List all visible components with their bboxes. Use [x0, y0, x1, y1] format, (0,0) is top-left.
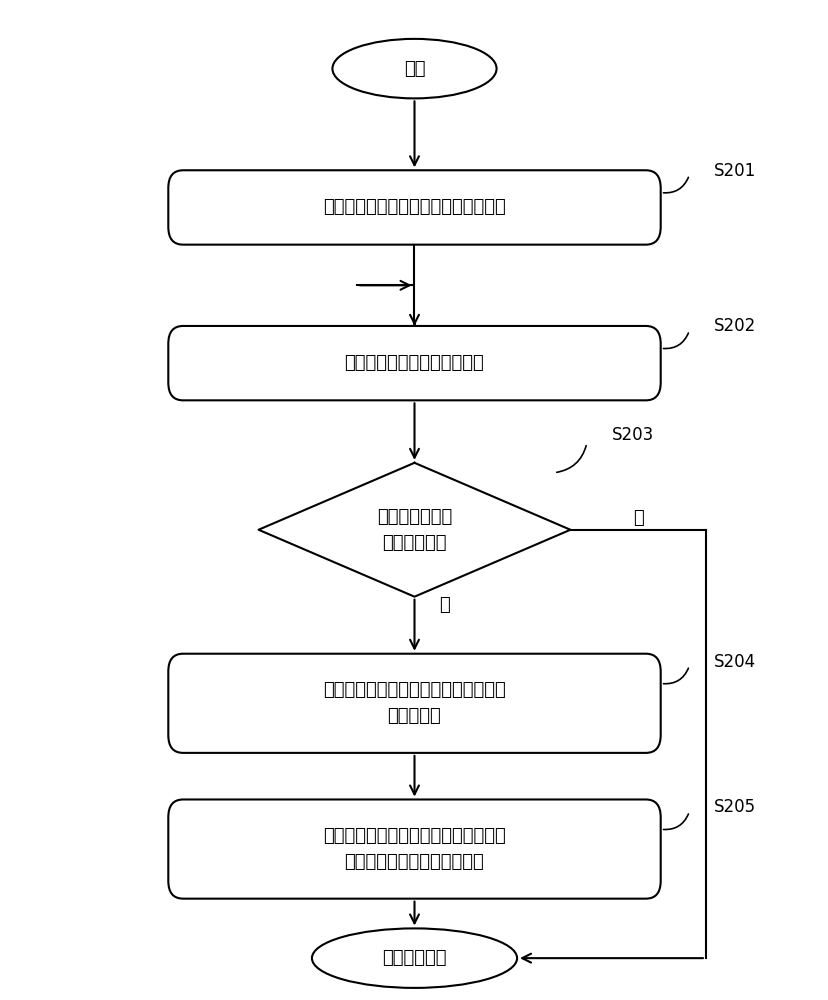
- Polygon shape: [258, 463, 570, 597]
- Text: 当前位置是否与
目标位置一致: 当前位置是否与 目标位置一致: [377, 508, 451, 552]
- Text: 将计算出的球管和胸片盒的各运动轴速
度发送给驱动器进行运动控制: 将计算出的球管和胸片盒的各运动轴速 度发送给驱动器进行运动控制: [323, 827, 505, 871]
- Ellipse shape: [332, 39, 496, 98]
- FancyBboxPatch shape: [168, 654, 660, 753]
- Ellipse shape: [311, 928, 517, 988]
- Text: S201: S201: [713, 162, 755, 180]
- Text: S202: S202: [713, 317, 755, 335]
- Text: 获取球管和胸片盒的当前位置: 获取球管和胸片盒的当前位置: [344, 354, 484, 372]
- Text: 设置球管和胸片盒一键到位的目标位置: 设置球管和胸片盒一键到位的目标位置: [323, 198, 505, 216]
- Text: 否: 否: [439, 596, 450, 614]
- FancyBboxPatch shape: [168, 170, 660, 245]
- Text: S205: S205: [713, 798, 755, 816]
- FancyBboxPatch shape: [168, 326, 660, 400]
- Text: 通过人工势场法计算球管和胸片盒的各
运动轴速度: 通过人工势场法计算球管和胸片盒的各 运动轴速度: [323, 681, 505, 725]
- Text: 开始: 开始: [403, 60, 425, 78]
- Text: S203: S203: [611, 426, 653, 444]
- Text: 是: 是: [632, 509, 643, 527]
- FancyBboxPatch shape: [168, 799, 660, 899]
- Text: 结束一键到位: 结束一键到位: [382, 949, 446, 967]
- Text: S204: S204: [713, 653, 755, 671]
